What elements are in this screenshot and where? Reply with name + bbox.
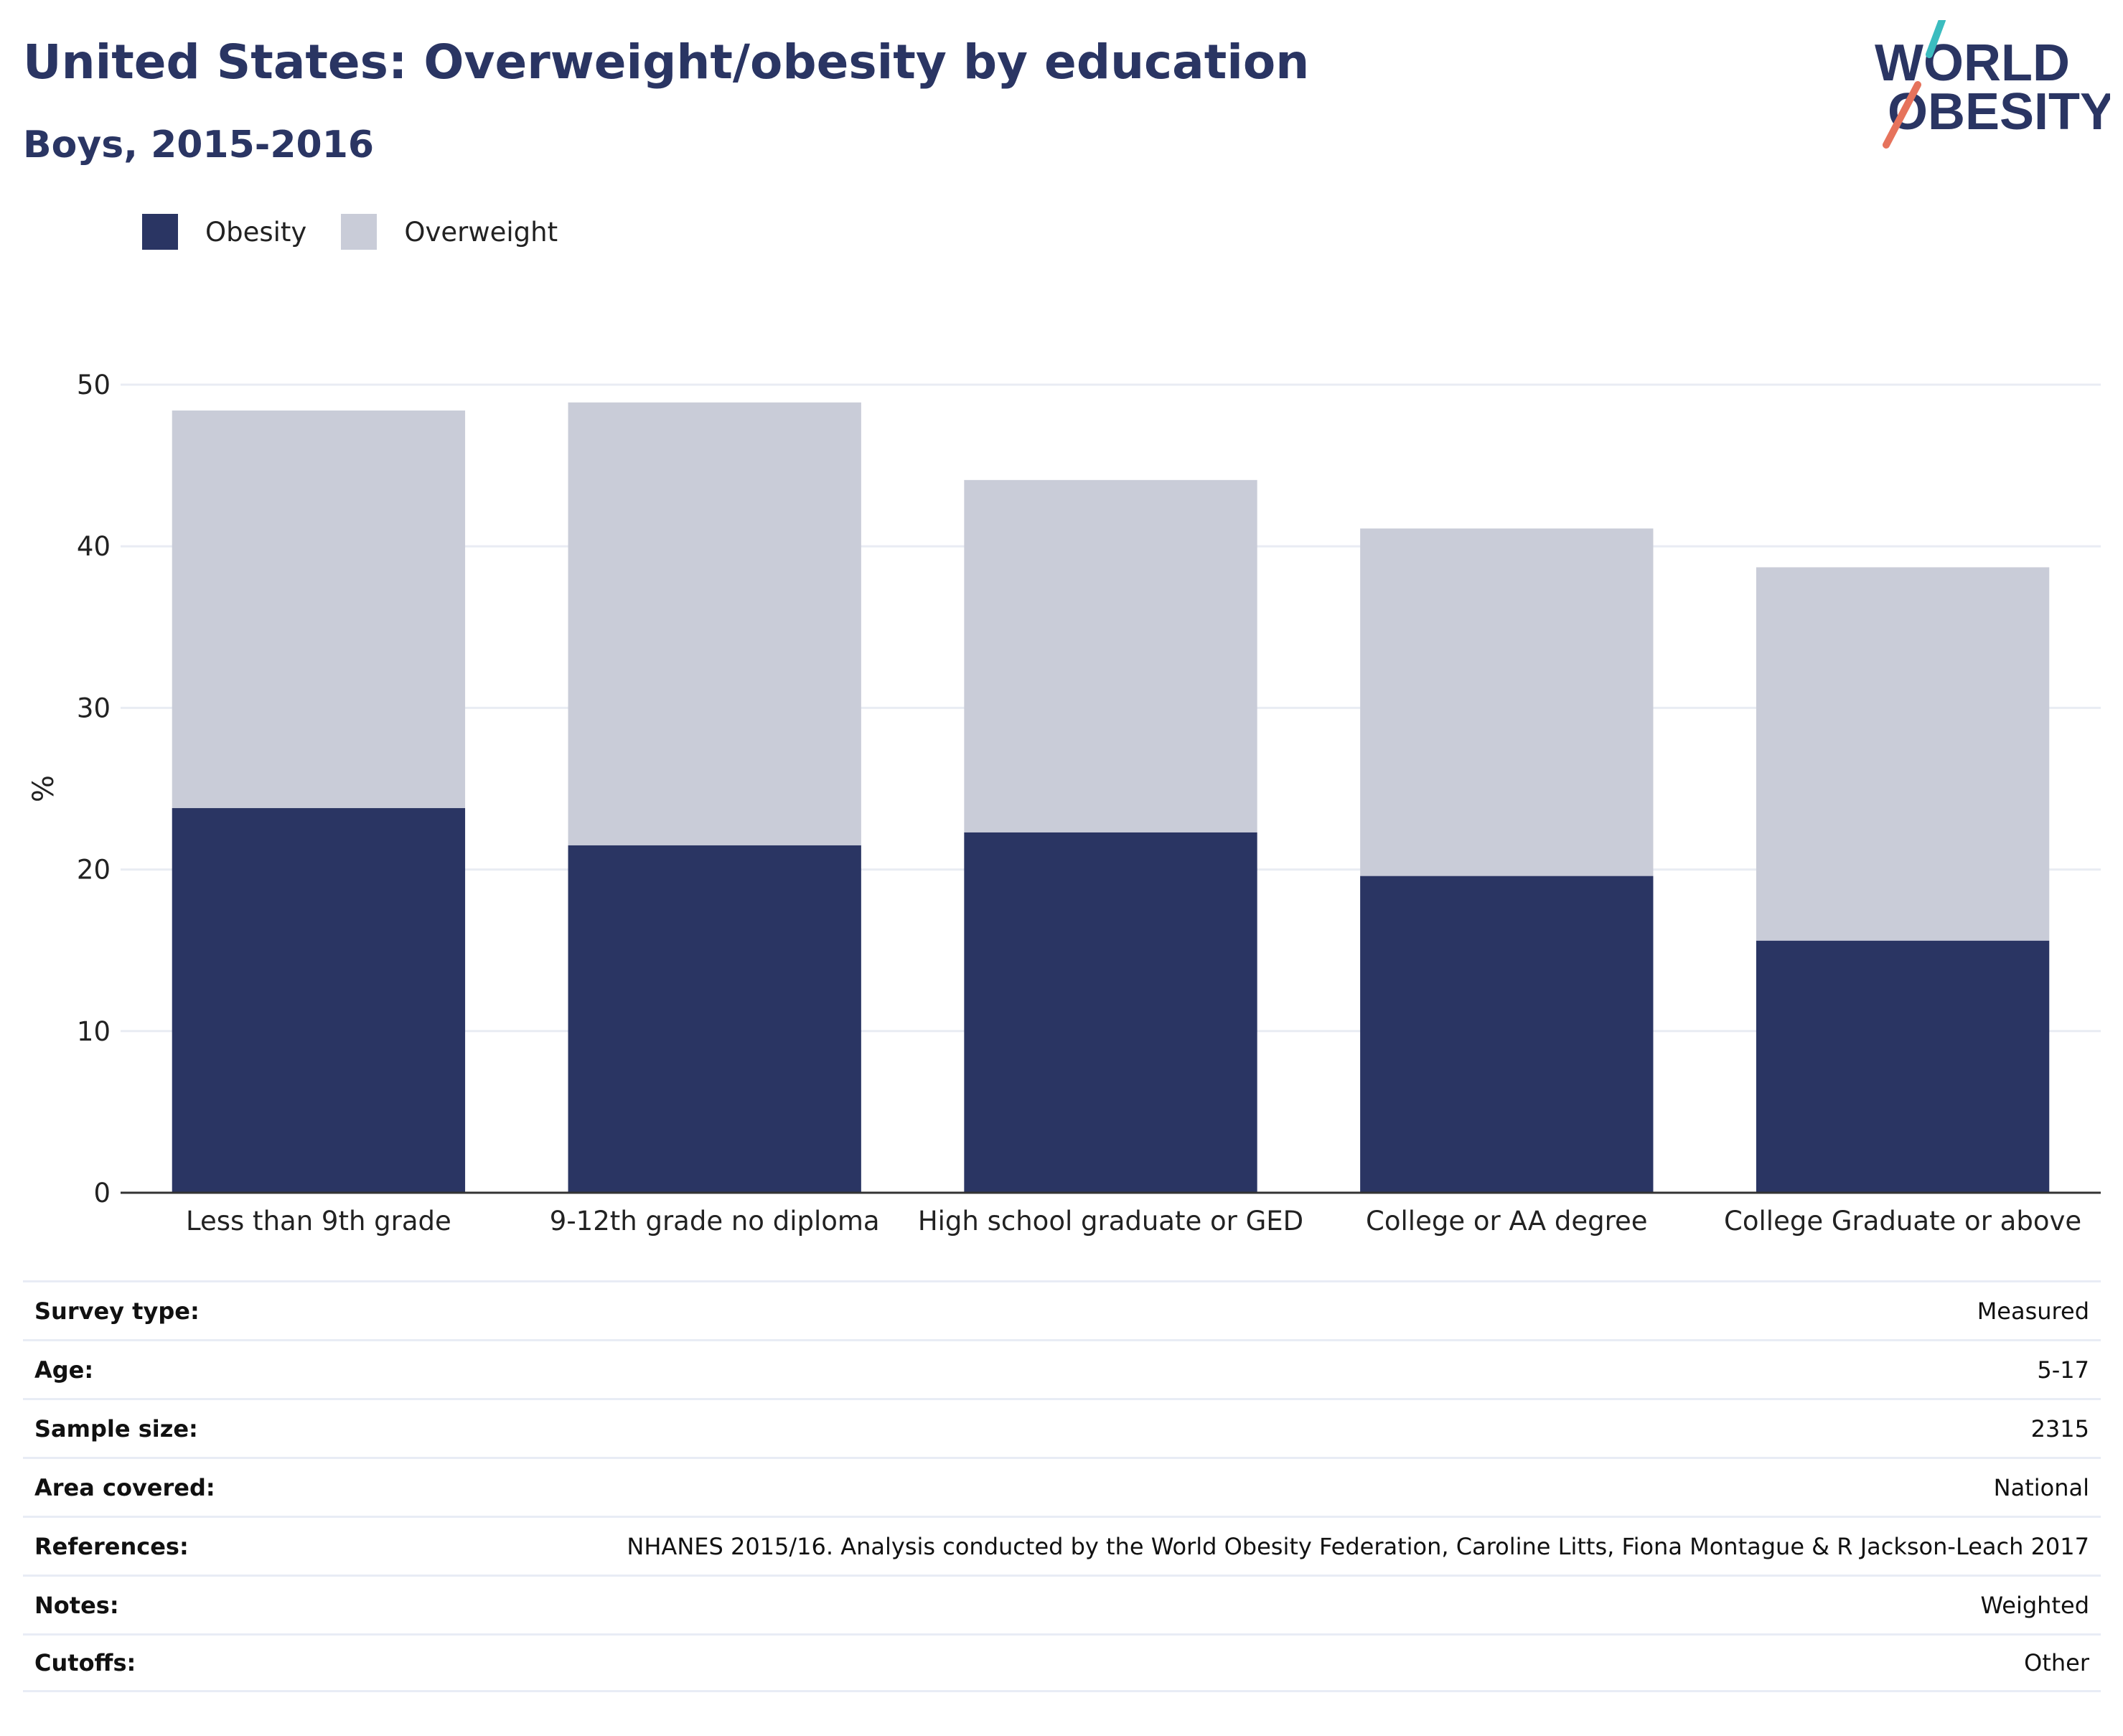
metadata-value: Measured <box>1977 1297 2089 1325</box>
metadata-row: Notes: Weighted <box>23 1575 2101 1633</box>
metadata-label: Survey type: <box>34 1297 200 1325</box>
x-tick-label: 9-12th grade no diploma <box>550 1206 880 1237</box>
legend-label-obesity: Obesity <box>205 216 307 248</box>
metadata-value: NHANES 2015/16. Analysis conducted by th… <box>627 1532 2089 1560</box>
y-tick-label: 0 <box>93 1178 111 1209</box>
svg-text:WORLD: WORLD <box>1875 34 2070 92</box>
metadata-value: Other <box>2024 1649 2089 1676</box>
bar-overweight <box>172 410 466 809</box>
bar-overweight <box>1360 528 1654 876</box>
legend-label-overweight: Overweight <box>404 216 558 248</box>
chart-title: United States: Overweight/obesity by edu… <box>23 34 1310 90</box>
x-tick-label: College or AA degree <box>1366 1206 1648 1237</box>
y-tick-label: 40 <box>77 531 111 562</box>
metadata-label: References: <box>34 1532 189 1560</box>
metadata-row: Sample size: 2315 <box>23 1398 2101 1457</box>
y-tick-label: 10 <box>77 1016 111 1047</box>
metadata-row: Area covered: National <box>23 1457 2101 1516</box>
chart-subtitle: Boys, 2015-2016 <box>23 123 375 166</box>
metadata-label: Cutoffs: <box>34 1649 136 1676</box>
x-tick-label: High school graduate or GED <box>918 1206 1303 1237</box>
bar-obesity <box>1360 876 1654 1193</box>
bar-obesity <box>1756 940 2050 1193</box>
metadata-label: Age: <box>34 1356 94 1384</box>
metadata-value: National <box>1993 1473 2089 1501</box>
bar-obesity <box>568 845 861 1193</box>
metadata-row: References: NHANES 2015/16. Analysis cond… <box>23 1516 2101 1575</box>
metadata-label: Notes: <box>34 1591 119 1619</box>
metadata-value: 2315 <box>2030 1414 2089 1442</box>
y-tick-label: 20 <box>77 855 111 886</box>
metadata-value: Weighted <box>1980 1591 2089 1619</box>
bar-obesity <box>964 832 1257 1193</box>
chart-legend: Obesity Overweight <box>142 214 558 250</box>
bar-obesity <box>172 808 466 1193</box>
metadata-value: 5-17 <box>2037 1356 2089 1384</box>
x-tick-label: College Graduate or above <box>1724 1206 2081 1237</box>
svg-text:OBESITY: OBESITY <box>1888 83 2110 141</box>
bar-overweight <box>964 479 1257 832</box>
legend-swatch-overweight <box>341 214 378 250</box>
y-tick-label: 30 <box>77 693 111 723</box>
legend-item-overweight[interactable]: Overweight <box>341 214 558 250</box>
metadata-table: Survey type: Measured Age: 5-17 Sample size:… <box>23 1280 2101 1692</box>
y-tick-label: 50 <box>77 370 111 400</box>
y-axis-label: % <box>27 775 60 802</box>
bar-overweight <box>1756 567 2050 941</box>
legend-swatch-obesity <box>142 214 178 250</box>
metadata-label: Sample size: <box>34 1414 198 1442</box>
world-obesity-logo: WORLD OBESITY <box>1875 20 2110 149</box>
stacked-bar-chart: 0 10 20 30 40 50% Less than 9th grade 9-12th gr… <box>27 370 2101 1237</box>
metadata-label: Area covered: <box>34 1473 215 1501</box>
x-tick-label: Less than 9th grade <box>186 1206 451 1237</box>
metadata-row: Cutoffs: Other <box>23 1633 2101 1692</box>
metadata-row: Age: 5-17 <box>23 1339 2101 1398</box>
metadata-row: Survey type: Measured <box>23 1280 2101 1339</box>
legend-item-obesity[interactable]: Obesity <box>142 214 306 250</box>
bar-overweight <box>568 402 861 845</box>
